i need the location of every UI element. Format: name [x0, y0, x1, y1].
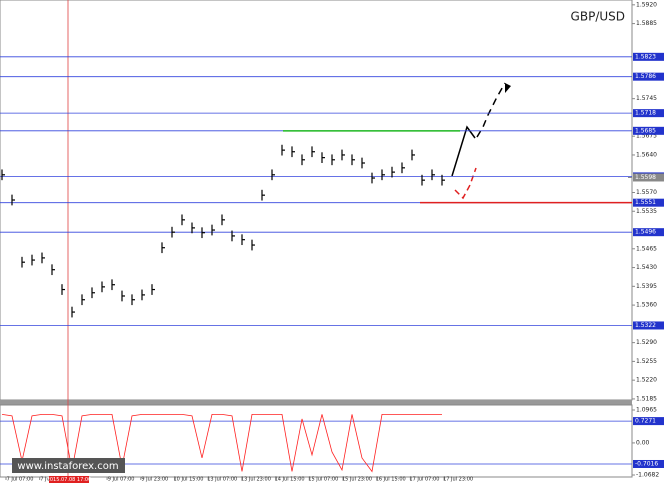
x-tick-label: 15 Jul 07:00	[308, 477, 338, 483]
y-tick-label: 1.5430	[636, 264, 657, 271]
level-label-box	[633, 52, 664, 61]
x-tick-label: 10 Jul 15:00	[174, 477, 204, 483]
oscillator-line	[1, 413, 442, 473]
level-label-box	[633, 126, 664, 135]
level-label-box	[633, 417, 664, 426]
y-tick-label: 1.5395	[636, 283, 657, 290]
x-tick-label: 14 Jul 15:00	[275, 477, 305, 483]
level-label: 1.5718	[635, 110, 656, 117]
y-tick-label: 1.5885	[636, 20, 657, 27]
y2-tick-label: 0.00	[636, 439, 650, 446]
watermark-box	[12, 458, 125, 473]
level-label-box	[633, 228, 664, 237]
y2-tick-label: -1.0682	[636, 472, 659, 479]
level-label: 1.5322	[635, 322, 656, 329]
y-tick-label: 1.5570	[636, 189, 657, 196]
price-label: 1.5598	[635, 174, 656, 181]
level-label: 1.5786	[635, 73, 656, 80]
x-tick-label: 17 Jul 07:00	[409, 477, 439, 483]
forecast-path	[451, 125, 476, 177]
level-label: 1.5496	[635, 229, 656, 236]
forecast-path-dashed	[476, 82, 506, 138]
level-label: 1.5823	[635, 53, 656, 60]
level-label: 1.5551	[635, 199, 656, 206]
x-tick-label: 9 Jul 23:00	[141, 477, 168, 483]
level-label: 0.7271	[635, 418, 656, 425]
x-tick-label: 17 Jul 23:00	[443, 477, 473, 483]
level-label-box	[633, 72, 664, 81]
x-tick-label: 16 Jul 15:00	[376, 477, 406, 483]
cursor-label: 2015.07.08 17:00	[47, 477, 92, 483]
level-label-box	[633, 109, 664, 118]
x-tick-label: 15 Jul 23:00	[342, 477, 372, 483]
y2-tick-label: 1.0965	[636, 407, 657, 414]
level-label: -0.7016	[635, 460, 658, 467]
y-tick-label: 1.5745	[636, 95, 657, 102]
y-tick-label: 1.5360	[636, 302, 657, 309]
cursor-label-box	[49, 476, 89, 483]
x-tick-label: 9 Jul 07:00	[108, 477, 135, 483]
y-tick-label: 1.5185	[636, 395, 657, 402]
panel-separator	[0, 400, 632, 405]
y-tick-label: 1.5920	[636, 1, 657, 8]
y-tick-label: 1.5640	[636, 151, 657, 158]
y-tick-label: 1.5255	[636, 358, 657, 365]
y-tick-label: 1.5465	[636, 245, 657, 252]
level-label-box	[633, 459, 664, 468]
arrow-head	[505, 83, 511, 93]
x-tick-label: 7 Jul 07:00	[7, 477, 34, 483]
chart-title: GBP/USD	[571, 10, 625, 24]
watermark: www.instaforex.com	[17, 461, 118, 472]
level-label-box	[633, 321, 664, 330]
y-tick-label: 1.5220	[636, 377, 657, 384]
y-tick-label: 1.5290	[636, 339, 657, 346]
y-tick-label: 1.5535	[636, 208, 657, 215]
x-tick-label: 13 Jul 07:00	[207, 477, 237, 483]
y-tick-label: 1.5675	[636, 133, 657, 140]
x-tick-label: 13 Jul 23:00	[241, 477, 271, 483]
main-panel	[0, 0, 633, 401]
price-label-box	[633, 173, 664, 182]
level-label-box	[633, 198, 664, 207]
level-label: 1.5685	[635, 127, 656, 134]
